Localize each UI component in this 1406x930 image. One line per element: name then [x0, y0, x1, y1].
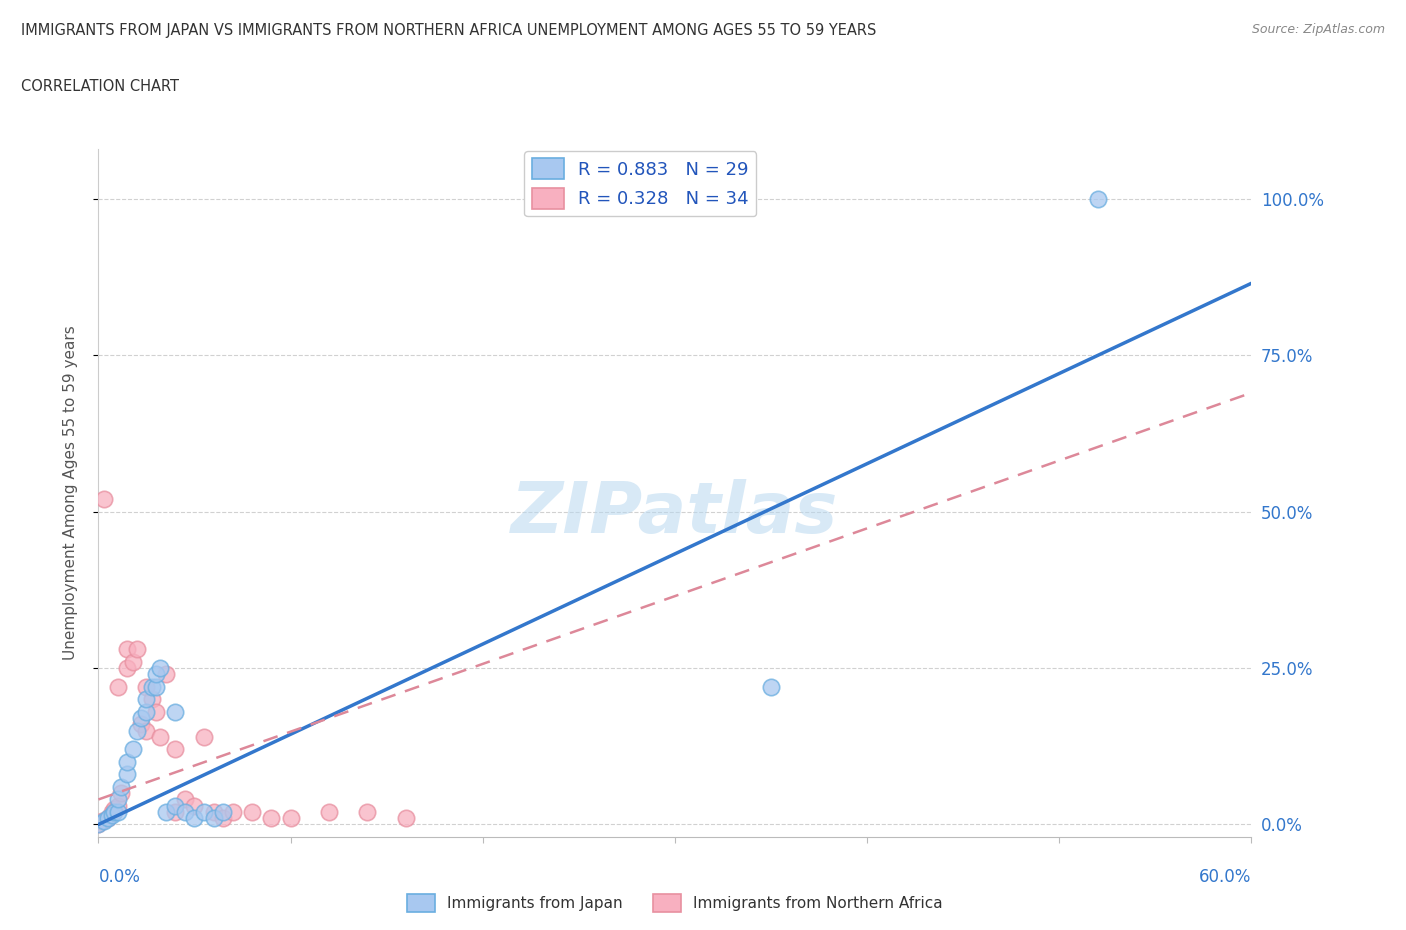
Point: [155, 804, 177, 819]
Point: [212, 811, 235, 826]
Point: [356, 804, 378, 819]
Point: [165, 798, 187, 813]
Point: [395, 811, 418, 826]
Point: [149, 660, 172, 675]
Point: [145, 680, 167, 695]
Y-axis label: Unemployment Among Ages 55 to 59 years: Unemployment Among Ages 55 to 59 years: [63, 326, 77, 660]
Point: [117, 754, 139, 769]
Text: CORRELATION CHART: CORRELATION CHART: [21, 79, 179, 94]
Point: [193, 804, 215, 819]
Point: [165, 704, 187, 719]
Point: [103, 804, 125, 819]
Text: ZIPatlas: ZIPatlas: [512, 479, 838, 548]
Point: [165, 804, 187, 819]
Point: [260, 811, 283, 826]
Point: [101, 807, 124, 822]
Point: [117, 660, 139, 675]
Legend: R = 0.883   N = 29, R = 0.328   N = 34: R = 0.883 N = 29, R = 0.328 N = 34: [524, 151, 756, 216]
Point: [202, 804, 225, 819]
Point: [174, 792, 197, 807]
Point: [135, 692, 157, 707]
Point: [145, 667, 167, 682]
Point: [110, 779, 132, 794]
Point: [129, 717, 152, 732]
Point: [125, 724, 148, 738]
Point: [318, 804, 340, 819]
Point: [759, 680, 782, 695]
Point: [107, 792, 129, 807]
Point: [212, 804, 235, 819]
Legend: Immigrants from Japan, Immigrants from Northern Africa: Immigrants from Japan, Immigrants from N…: [401, 888, 949, 918]
Point: [107, 804, 129, 819]
Point: [87, 817, 110, 832]
Text: 60.0%: 60.0%: [1199, 868, 1251, 886]
Point: [107, 680, 129, 695]
Point: [93, 492, 115, 507]
Point: [1087, 192, 1109, 206]
Point: [165, 742, 187, 757]
Point: [135, 724, 157, 738]
Point: [174, 804, 197, 819]
Text: Source: ZipAtlas.com: Source: ZipAtlas.com: [1251, 23, 1385, 36]
Point: [141, 692, 163, 707]
Point: [135, 704, 157, 719]
Point: [183, 811, 205, 826]
Point: [107, 798, 129, 813]
Text: IMMIGRANTS FROM JAPAN VS IMMIGRANTS FROM NORTHERN AFRICA UNEMPLOYMENT AMONG AGES: IMMIGRANTS FROM JAPAN VS IMMIGRANTS FROM…: [21, 23, 876, 38]
Point: [97, 811, 120, 826]
Point: [93, 814, 115, 829]
Point: [202, 811, 225, 826]
Point: [149, 729, 172, 744]
Point: [183, 798, 205, 813]
Point: [122, 655, 145, 670]
Point: [193, 729, 215, 744]
Point: [141, 680, 163, 695]
Point: [110, 786, 132, 801]
Point: [122, 742, 145, 757]
Point: [145, 704, 167, 719]
Point: [91, 814, 114, 829]
Point: [97, 811, 120, 826]
Point: [222, 804, 245, 819]
Point: [125, 642, 148, 657]
Point: [101, 804, 124, 819]
Text: 0.0%: 0.0%: [98, 868, 141, 886]
Point: [117, 767, 139, 782]
Point: [155, 667, 177, 682]
Point: [280, 811, 302, 826]
Point: [117, 642, 139, 657]
Point: [129, 711, 152, 725]
Point: [103, 802, 125, 817]
Point: [135, 680, 157, 695]
Point: [87, 817, 110, 832]
Point: [240, 804, 263, 819]
